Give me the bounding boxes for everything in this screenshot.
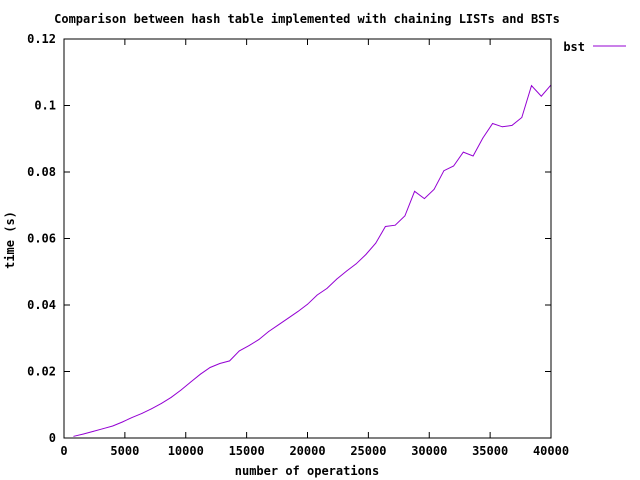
data-point [102, 428, 104, 430]
x-tick-label: 35000 [472, 444, 508, 458]
data-point [365, 254, 367, 255]
x-axis-label: number of operations [235, 464, 380, 478]
series-layer [73, 84, 552, 437]
data-point [73, 435, 75, 437]
data-point [492, 123, 493, 124]
data-point [336, 278, 338, 280]
x-tick-label: 30000 [411, 444, 447, 458]
x-tick-label: 20000 [289, 444, 325, 458]
data-point [141, 413, 143, 414]
data-point [151, 408, 153, 410]
data-point [277, 324, 279, 326]
data-point [453, 165, 454, 167]
data-point [297, 311, 299, 312]
y-tick-label: 0 [49, 431, 56, 445]
x-tick-label: 40000 [533, 444, 569, 458]
data-point [501, 126, 503, 128]
data-point [414, 190, 415, 192]
data-point [122, 421, 123, 423]
data-point [424, 198, 425, 200]
data-point [540, 95, 542, 97]
legend-label-bst: bst [563, 40, 585, 54]
data-point [385, 226, 386, 227]
x-tick-label: 0 [60, 444, 67, 458]
data-point [316, 294, 318, 296]
y-tick-label: 0.02 [27, 365, 56, 379]
data-point [268, 331, 269, 332]
data-point [511, 125, 513, 126]
plot-frame [63, 38, 552, 439]
y-tick-label: 0.12 [27, 32, 56, 46]
data-point [170, 397, 172, 398]
data-point [287, 317, 289, 319]
data-point [404, 215, 406, 217]
x-tick-label: 10000 [168, 444, 204, 458]
y-tick-label: 0.04 [27, 298, 56, 312]
y-tick-label: 0.1 [34, 99, 56, 113]
data-point [346, 270, 347, 272]
data-point [472, 155, 474, 157]
data-point [200, 373, 201, 375]
data-point [161, 403, 162, 404]
data-point [180, 389, 182, 391]
x-tick-label: 25000 [350, 444, 386, 458]
y-tick-label: 0.08 [27, 165, 56, 179]
data-point [83, 433, 84, 435]
y-axis-label: time (s) [3, 211, 17, 269]
data-point [462, 151, 464, 153]
x-tick-label: 5000 [110, 444, 139, 458]
series-line-bst [73, 84, 552, 437]
y-tick-label: 0.06 [27, 232, 56, 246]
data-point [433, 188, 435, 190]
axis-ticks: 0 5000 10000 15000 20000 25000 30000 35000 40000… [27, 32, 569, 458]
data-point [326, 288, 328, 289]
data-point [307, 303, 308, 305]
legend: bst [563, 40, 626, 54]
data-point [219, 363, 221, 364]
data-point [190, 381, 192, 383]
data-point [482, 137, 484, 139]
data-point [394, 224, 396, 226]
data-point [355, 263, 357, 265]
data-point [521, 117, 523, 118]
data-point [229, 360, 231, 362]
data-point [92, 431, 94, 432]
data-point [375, 242, 377, 244]
data-point [209, 367, 211, 368]
data-point [131, 417, 133, 418]
data-point [443, 170, 445, 172]
x-tick-label: 15000 [229, 444, 265, 458]
chart-title: Comparison between hash table implemente… [54, 12, 560, 26]
data-point [531, 85, 532, 86]
data-point [248, 345, 250, 346]
data-point [258, 339, 260, 340]
data-point [112, 425, 114, 427]
data-point [238, 350, 240, 352]
